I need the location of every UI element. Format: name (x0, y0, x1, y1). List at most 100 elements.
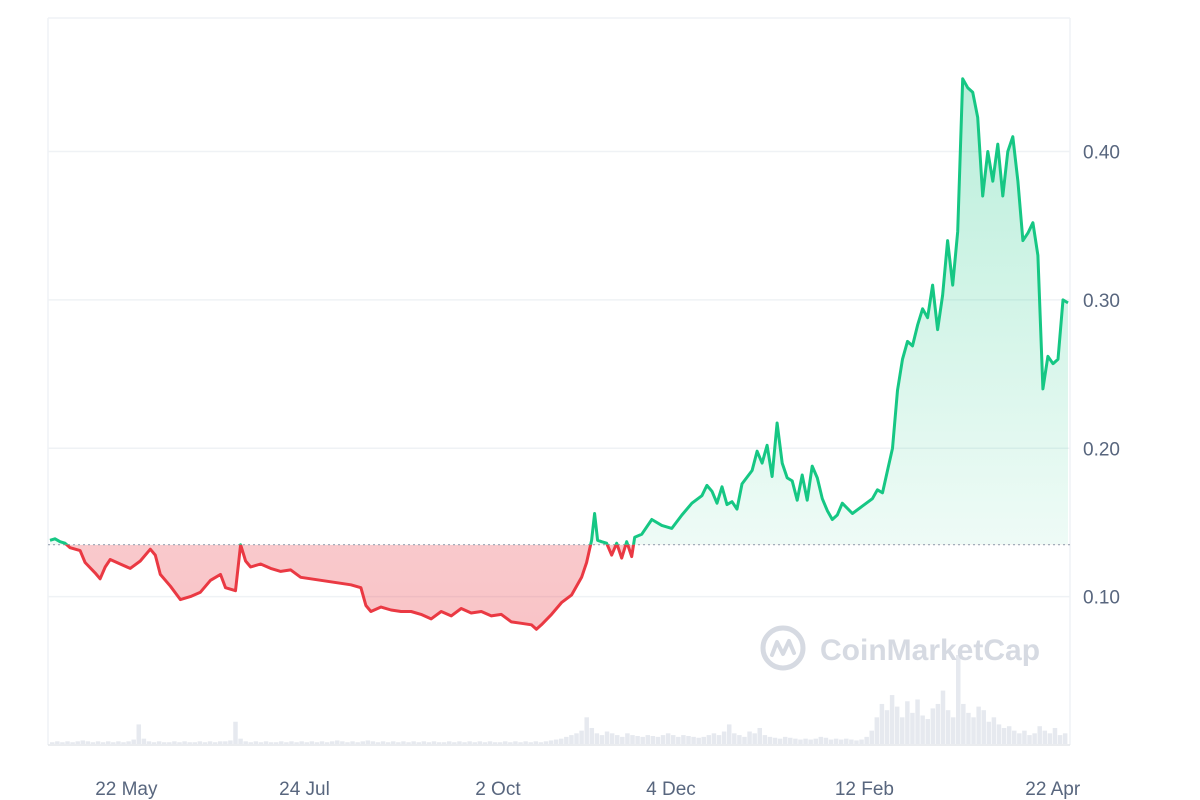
volume-bar (940, 690, 946, 744)
volume-bar (279, 741, 284, 744)
volume-bar (1052, 727, 1058, 744)
volume-bar (340, 741, 345, 744)
volume-bar (350, 741, 355, 744)
volume-bar (905, 701, 910, 744)
volume-bar (1027, 735, 1032, 744)
volume-bar (492, 742, 498, 744)
volume-bar (182, 741, 187, 744)
volume-bar (961, 703, 966, 744)
volume-bar (329, 741, 335, 744)
volume-bar (477, 741, 483, 744)
volume-bar (670, 735, 676, 744)
volume-bar (777, 738, 783, 744)
volume-bar (370, 741, 376, 744)
volume-bar (645, 735, 651, 744)
volume-bar (187, 742, 192, 744)
coinmarketcap-logo-icon (760, 625, 806, 671)
volume-bar (833, 738, 839, 744)
volume-bar (564, 736, 569, 744)
volume-bar (930, 708, 936, 744)
volume-bar (212, 742, 218, 744)
x-tick-label: 22 Apr (1025, 779, 1081, 800)
volume-bar (711, 733, 717, 744)
volume-bar (813, 738, 818, 744)
volume-bar (121, 742, 126, 744)
volume-bar (436, 742, 442, 744)
price-area (50, 78, 1068, 630)
volume-bar (620, 736, 625, 744)
volume-bar (574, 733, 579, 744)
volume-bar (828, 739, 834, 744)
volume-bar (385, 742, 391, 744)
volume-bar (691, 736, 696, 744)
volume-bar (874, 717, 880, 744)
y-tick-label: 0.40 (1083, 143, 1120, 164)
volume-bar (788, 737, 793, 744)
x-tick-label: 22 May (95, 779, 158, 800)
volume-bar (177, 742, 182, 744)
volume-bar (141, 738, 147, 744)
volume-bar (126, 741, 131, 744)
volume-bar (818, 736, 824, 744)
y-tick-label: 0.30 (1083, 291, 1120, 312)
volume-bar (90, 742, 96, 744)
y-axis-labels: 0.10 0.20 0.30 0.40 (1083, 143, 1120, 609)
volume-bar (355, 742, 360, 744)
volume-bar (131, 739, 136, 744)
volume-bar (732, 733, 737, 744)
volume-bar (910, 712, 915, 744)
x-axis-labels: 22 May 24 Jul 2 Oct 4 Dec 12 Feb 22 Apr (95, 779, 1081, 800)
price-line (49, 77, 1069, 631)
volume-bar (569, 735, 574, 744)
volume-bar (146, 741, 152, 744)
volume-bar (192, 742, 198, 744)
volume-bar (380, 741, 386, 744)
volume-bar (742, 736, 747, 744)
volume-bar (945, 710, 951, 744)
price-line-up (49, 77, 1069, 545)
volume-bar (172, 741, 177, 744)
volume-bar (452, 742, 457, 744)
volume-bar (467, 741, 472, 744)
volume-bar (635, 735, 640, 744)
volume-bar (676, 736, 681, 744)
volume-bar (604, 731, 610, 744)
volume-bar (207, 741, 213, 744)
volume-bar (401, 741, 406, 744)
volume-bar (971, 717, 976, 744)
volume-bar (518, 742, 523, 744)
volume-bar (426, 742, 432, 744)
volume-bar (80, 740, 86, 744)
watermark-text: CoinMarketCap (820, 634, 1040, 667)
volume-bar (925, 719, 930, 744)
volume-bar (85, 741, 91, 744)
volume-bar (223, 741, 228, 744)
volume-bar (1047, 733, 1053, 744)
volume-bar (70, 742, 75, 744)
volume-bar (594, 733, 600, 744)
volume-bar (111, 742, 116, 744)
volume-bar (793, 738, 798, 744)
volume-bar (966, 712, 971, 744)
volume-bar (294, 742, 299, 744)
area-below-baseline (66, 544, 634, 630)
volume-bar (650, 735, 656, 744)
volume-bar (584, 717, 589, 744)
volume-bar (823, 737, 829, 744)
volume-bar (752, 733, 757, 744)
volume-bar (167, 742, 172, 744)
volume-bar (559, 738, 564, 744)
volume-bar (935, 703, 941, 744)
x-tick-label: 12 Feb (835, 779, 894, 800)
volume-bar (60, 742, 65, 744)
volume-bar (726, 724, 732, 744)
volume-bar (681, 735, 686, 744)
volume-bar (915, 699, 920, 744)
volume-bar (238, 738, 243, 744)
volume-bar (151, 742, 157, 744)
volume-bar (589, 727, 595, 744)
volume-bar (447, 741, 452, 744)
volume-bar (335, 740, 340, 744)
volume-bar (319, 741, 325, 744)
